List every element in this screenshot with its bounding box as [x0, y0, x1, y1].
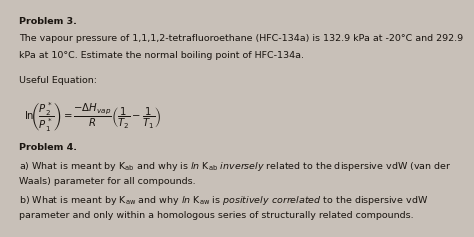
Text: Problem 4.: Problem 4. [19, 143, 77, 152]
Text: a) What is meant by K$_{\rm ab}$ and why is $\mathit{ln}$ K$_{\rm ab}$ $\mathit{: a) What is meant by K$_{\rm ab}$ and why… [19, 160, 452, 173]
Text: $\mathrm{ln}\!\left(\dfrac{P_2^*}{P_1^*}\right) = \dfrac{-\Delta H_{vap}}{R}\lef: $\mathrm{ln}\!\left(\dfrac{P_2^*}{P_1^*}… [24, 100, 161, 133]
Text: parameter and only within a homologous series of structurally related compounds.: parameter and only within a homologous s… [19, 211, 414, 220]
Text: Waals) parameter for all compounds.: Waals) parameter for all compounds. [19, 177, 196, 186]
Text: b) What is meant by K$_{\rm aw}$ and why $\mathit{ln}$ K$_{\rm aw}$ is $\mathit{: b) What is meant by K$_{\rm aw}$ and why… [19, 194, 428, 207]
Text: Useful Equation:: Useful Equation: [19, 76, 97, 85]
Text: Problem 3.: Problem 3. [19, 17, 77, 26]
Text: kPa at 10°C. Estimate the normal boiling point of HFC-134a.: kPa at 10°C. Estimate the normal boiling… [19, 51, 304, 60]
Text: The vapour pressure of 1,1,1,2-tetrafluoroethane (HFC-134a) is 132.9 kPa at -20°: The vapour pressure of 1,1,1,2-tetrafluo… [19, 34, 463, 43]
